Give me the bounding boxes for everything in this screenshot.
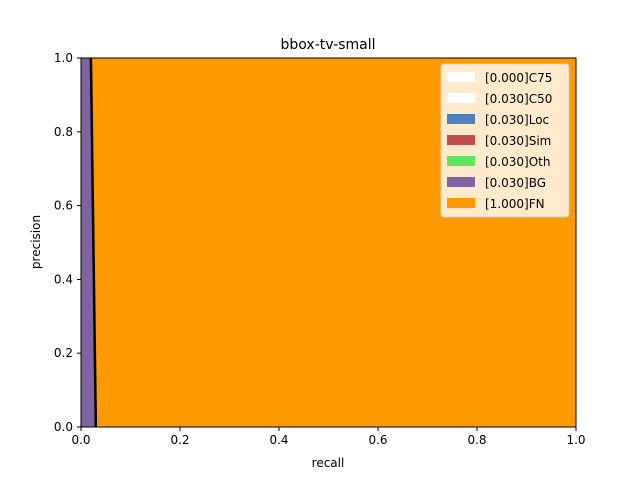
legend-label: [0.030]Oth [485, 155, 550, 169]
y-tick-label: 0.6 [54, 199, 73, 213]
axes-frame [80, 57, 577, 428]
y-axis-label: precision [29, 215, 43, 269]
legend-label: [0.030]C50 [485, 92, 552, 106]
x-tick-label: 0.0 [71, 433, 90, 447]
legend: [0.000]C75 [0.030]C50 [0.030]Loc [0.030]Sim… [440, 63, 570, 218]
legend-swatch [447, 135, 475, 145]
legend-label: [0.030]BG [485, 176, 546, 190]
x-tick-label: 0.6 [368, 433, 387, 447]
x-tick-label: 0.4 [269, 433, 288, 447]
legend-swatch [447, 72, 475, 82]
legend-swatch [447, 156, 475, 166]
legend-label: [0.030]Sim [485, 134, 551, 148]
x-axis: 0.0 0.2 0.4 0.6 0.8 1.0 [71, 427, 586, 447]
chart-title: bbox-tv-small [281, 37, 376, 53]
x-tick-label: 0.8 [467, 433, 486, 447]
x-axis-label: recall [312, 456, 345, 470]
pr-curve-line [89, 57, 98, 428]
legend-swatch [447, 198, 475, 208]
legend-swatch [447, 114, 475, 124]
legend-label: [1.000]FN [485, 197, 545, 211]
y-tick-label: 0.8 [54, 125, 73, 139]
legend-label: [0.000]C75 [485, 71, 552, 85]
legend-label: [0.030]Loc [485, 113, 549, 127]
x-tick-label: 1.0 [566, 433, 585, 447]
y-tick-label: 0.2 [54, 346, 73, 360]
y-axis: 0.0 0.2 0.4 0.6 0.8 1.0 [54, 51, 81, 434]
x-tick-label: 0.2 [170, 433, 189, 447]
y-tick-label: 0.0 [54, 420, 73, 434]
y-tick-label: 1.0 [54, 51, 73, 65]
legend-swatch [447, 93, 475, 103]
y-tick-label: 0.4 [54, 272, 73, 286]
legend-swatch [447, 177, 475, 187]
